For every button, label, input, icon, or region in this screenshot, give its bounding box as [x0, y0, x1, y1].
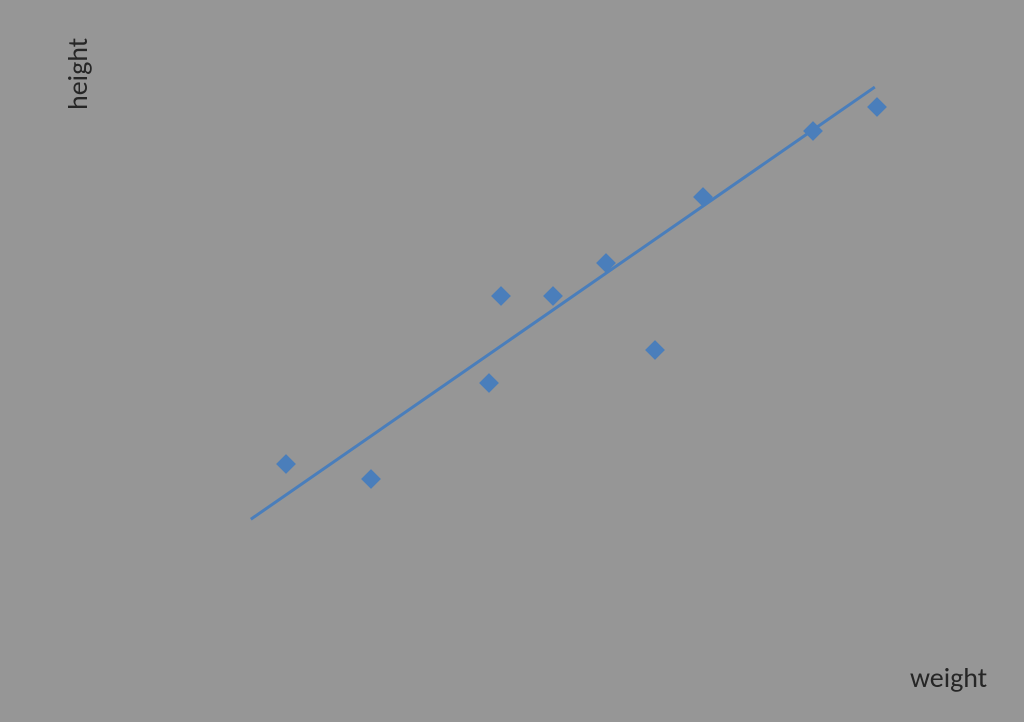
- data-point: [645, 340, 665, 360]
- data-point: [491, 286, 511, 306]
- data-point: [361, 469, 381, 489]
- data-point: [479, 373, 499, 393]
- data-point: [276, 454, 296, 474]
- x-axis-label: weight: [910, 660, 987, 695]
- data-point: [867, 97, 887, 117]
- data-point: [693, 187, 713, 207]
- y-axis-label: height: [60, 38, 95, 110]
- chart-canvas: weight height: [0, 0, 1024, 722]
- plot-area: [120, 20, 930, 620]
- trend-line: [250, 86, 875, 520]
